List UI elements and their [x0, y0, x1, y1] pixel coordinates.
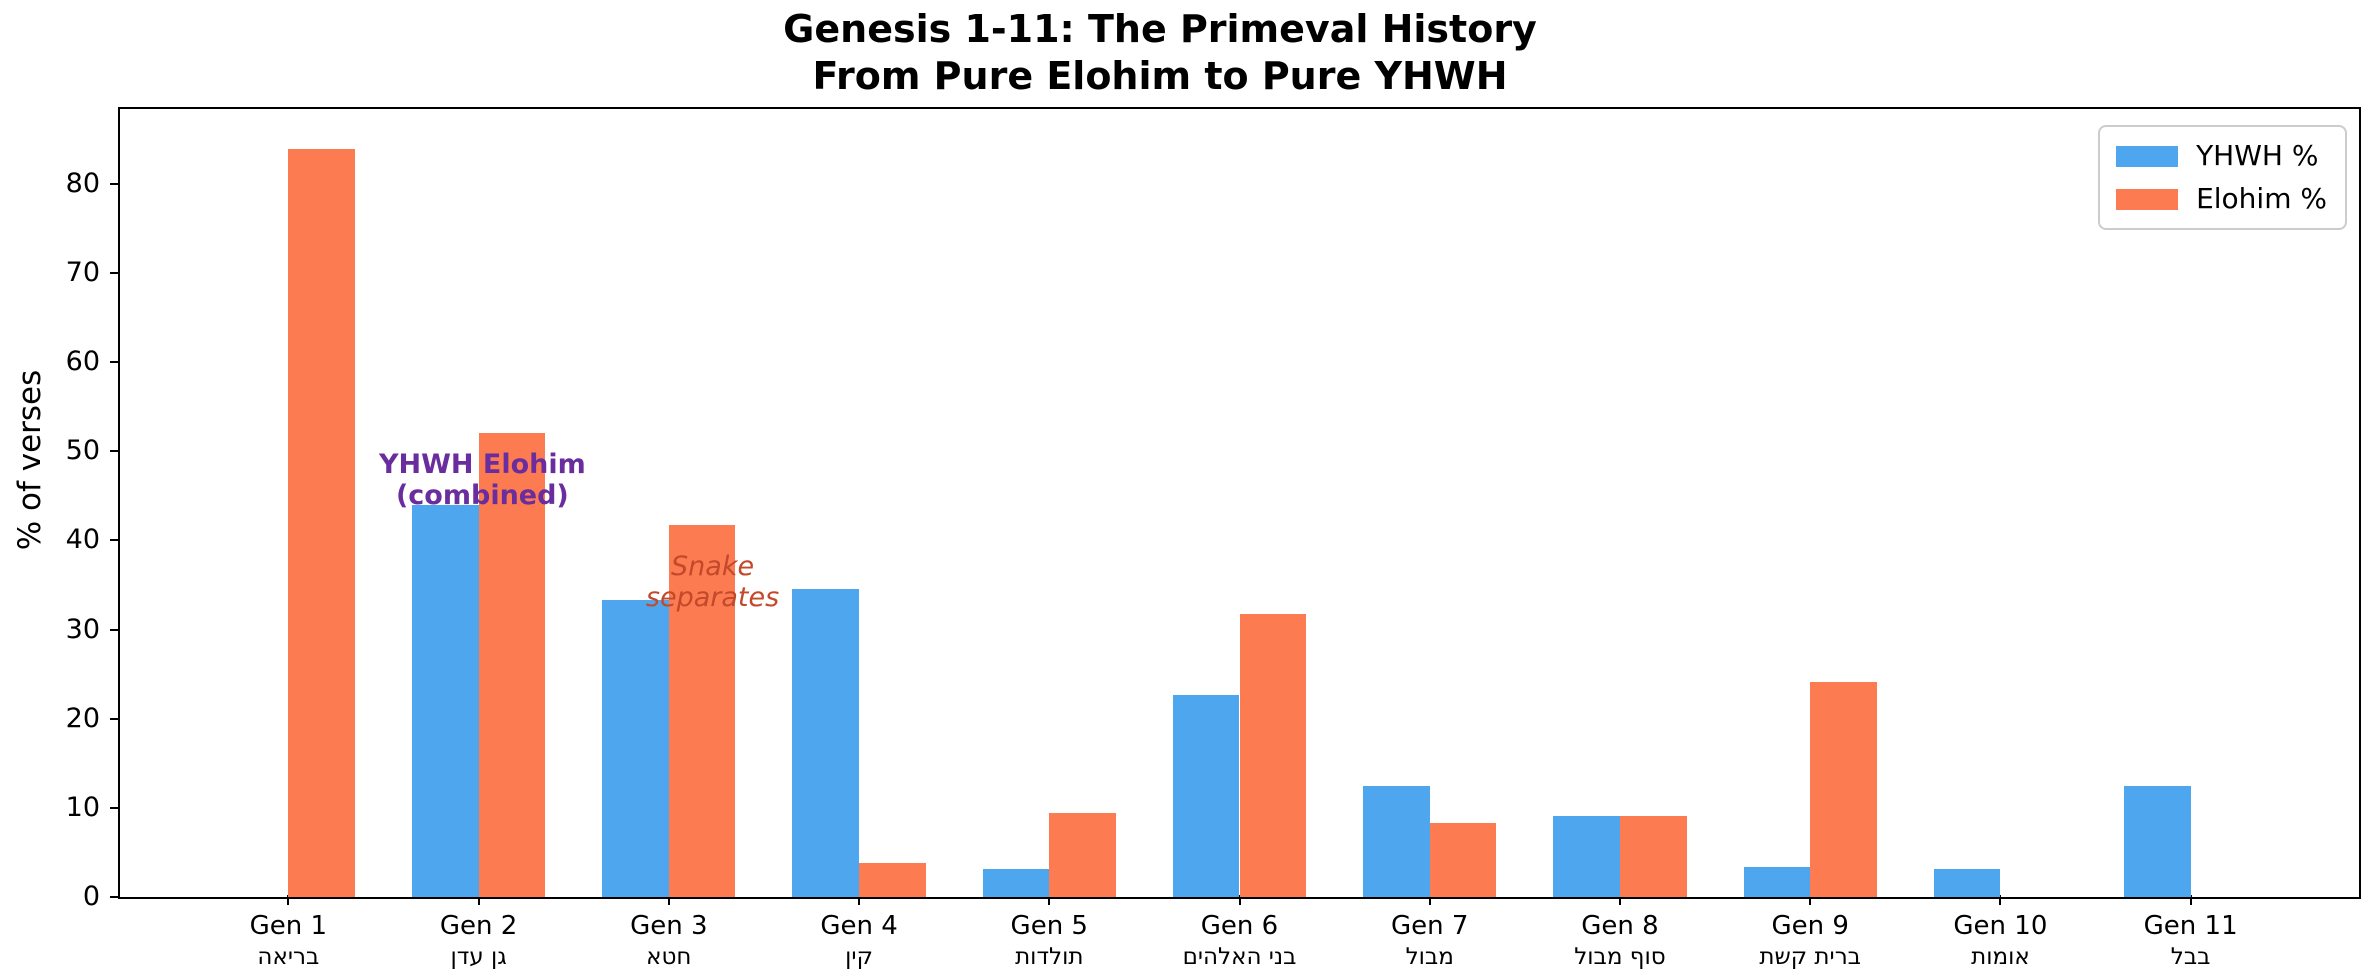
x-tick-mark — [858, 895, 861, 905]
x-tick-chapter: Gen 5 — [1010, 911, 1088, 941]
x-tick-hebrew: בבל — [2170, 944, 2211, 970]
bar-elohim-gen-8 — [1619, 815, 1687, 897]
x-tick-mark — [1809, 895, 1812, 905]
bar-yhwh-gen-10 — [1933, 869, 2001, 897]
bar-yhwh-gen-11 — [2124, 785, 2191, 897]
x-tick-mark — [1428, 895, 1431, 905]
bar-elohim-gen-9 — [1810, 682, 1877, 897]
bar-yhwh-gen-3 — [602, 600, 669, 897]
bar-elohim-gen-2 — [478, 433, 546, 897]
y-tick-mark — [110, 896, 118, 898]
annotation-2: Snake separates — [646, 551, 779, 613]
y-tick-label: 50 — [65, 435, 100, 467]
legend-swatch-elohim — [2116, 188, 2179, 210]
chart-title-line-2: From Pure Elohim to Pure YHWH — [812, 54, 1508, 98]
x-tick-hebrew: אומות — [1971, 944, 2030, 970]
x-tick-label: Gen 3 חטא — [569, 911, 769, 971]
annotation-line: Snake — [671, 551, 755, 583]
bar-yhwh-gen-2 — [412, 504, 479, 897]
x-tick-label: Gen 4 קין — [759, 911, 959, 971]
x-tick-label: Gen 9 ברית קשת — [1710, 911, 1910, 971]
bar-elohim-gen-7 — [1429, 823, 1497, 897]
y-tick-label: 10 — [65, 791, 100, 823]
legend: YHWH % Elohim % — [2098, 125, 2347, 230]
x-tick-label: Gen 1 בריאה — [188, 911, 388, 971]
bar-yhwh-gen-6 — [1172, 694, 1240, 897]
y-tick-label: 30 — [65, 613, 100, 645]
x-tick-mark — [1048, 895, 1051, 905]
y-tick-mark — [110, 182, 118, 185]
legend-label-elohim: Elohim % — [2196, 182, 2327, 215]
bar-elohim-gen-6 — [1239, 613, 1307, 897]
y-tick-mark — [110, 717, 118, 720]
x-tick-chapter: Gen 1 — [249, 911, 328, 941]
x-tick-chapter: Gen 3 — [630, 911, 708, 941]
x-tick-chapter: Gen 6 — [1200, 911, 1279, 941]
bar-yhwh-gen-5 — [982, 869, 1050, 897]
bar-elohim-gen-1 — [288, 149, 355, 897]
bar-yhwh-gen-7 — [1363, 785, 1430, 897]
annotation-1: YHWH Elohim (combined) — [379, 449, 586, 511]
x-tick-hebrew: בני האלהים — [1182, 944, 1297, 970]
x-tick-hebrew: חטא — [646, 944, 692, 970]
annotation-line: YHWH Elohim — [378, 448, 586, 480]
y-tick-mark — [110, 272, 118, 275]
x-tick-mark — [2189, 895, 2192, 905]
x-tick-hebrew: גן עדן — [450, 944, 507, 970]
y-tick-label: 0 — [82, 881, 100, 912]
legend-swatch-yhwh — [2116, 145, 2179, 167]
y-tick-mark — [110, 806, 118, 809]
x-tick-hebrew: ברית קשת — [1759, 944, 1861, 970]
x-tick-chapter: Gen 8 — [1581, 911, 1659, 941]
x-tick-mark — [1618, 895, 1621, 905]
bar-elohim-gen-3 — [668, 525, 736, 897]
y-tick-label: 20 — [65, 702, 100, 734]
x-tick-chapter: Gen 10 — [1953, 911, 2048, 941]
x-tick-hebrew: סוף מבול — [1574, 944, 1666, 970]
x-tick-label: Gen 8 סוף מבול — [1520, 911, 1720, 971]
x-tick-label: Gen 11 בבל — [2091, 911, 2291, 971]
x-tick-chapter: Gen 4 — [820, 911, 898, 941]
legend-label-yhwh: YHWH % — [2196, 139, 2319, 172]
x-tick-chapter: Gen 7 — [1391, 911, 1469, 941]
annotation-line: (combined) — [395, 479, 569, 511]
legend-item-yhwh: YHWH % — [2116, 140, 2327, 172]
y-tick-label: 70 — [65, 257, 100, 289]
x-tick-label: Gen 6 בני האלהים — [1140, 911, 1340, 971]
y-tick-mark — [110, 628, 118, 631]
bar-elohim-gen-5 — [1049, 813, 1116, 897]
x-tick-mark — [287, 895, 290, 905]
annotation-line: separates — [645, 582, 780, 614]
bar-yhwh-gen-9 — [1743, 866, 1811, 897]
bar-yhwh-gen-8 — [1553, 815, 1620, 897]
bar-yhwh-gen-4 — [792, 588, 860, 897]
y-tick-label: 60 — [65, 346, 100, 378]
x-tick-label: Gen 2 גן עדן — [379, 911, 579, 971]
x-tick-chapter: Gen 9 — [1771, 911, 1849, 941]
y-tick-label: 80 — [65, 167, 100, 199]
x-tick-label: Gen 7 מבול — [1330, 911, 1530, 971]
y-tick-mark — [110, 361, 118, 364]
x-tick-hebrew: קין — [845, 944, 873, 970]
x-tick-chapter: Gen 11 — [2143, 911, 2238, 941]
x-tick-mark — [667, 895, 670, 905]
x-tick-hebrew: בריאה — [257, 944, 320, 970]
chart-title: Genesis 1-11: The Primeval History From … — [783, 6, 1537, 100]
x-tick-mark — [1999, 895, 2002, 905]
plot-area: YHWH % Elohim % 0 10 20 30 40 50 60 70 80 Gen 1 בר… — [66, 107, 2361, 970]
x-tick-label: Gen 10 אומות — [1900, 911, 2100, 971]
x-tick-chapter: Gen 2 — [439, 911, 518, 941]
y-tick-mark — [110, 539, 118, 542]
y-tick-label: 40 — [65, 524, 100, 556]
legend-item-elohim: Elohim % — [2116, 183, 2327, 215]
chart-title-line-1: Genesis 1-11: The Primeval History — [783, 7, 1537, 51]
x-tick-mark — [477, 895, 480, 905]
x-tick-mark — [1238, 895, 1241, 905]
x-tick-hebrew: תולדות — [1015, 944, 1084, 970]
x-tick-hebrew: מבול — [1405, 944, 1454, 970]
x-tick-label: Gen 5 תולדות — [949, 911, 1149, 971]
bar-elohim-gen-4 — [859, 863, 926, 897]
y-tick-mark — [110, 450, 118, 453]
